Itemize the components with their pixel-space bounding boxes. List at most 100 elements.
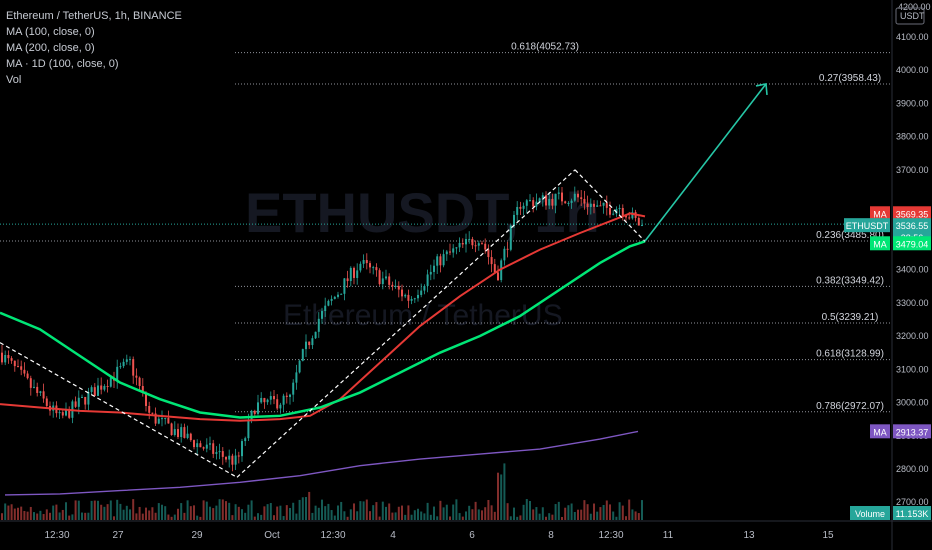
candle-body xyxy=(484,243,487,250)
candle-body xyxy=(84,396,87,405)
volume-bar xyxy=(84,512,87,520)
candle-body xyxy=(173,429,176,436)
candle-body xyxy=(36,386,39,393)
chart-legend: Ethereum / TetherUS, 1h, BINANCE MA (100… xyxy=(6,8,182,88)
candle-body xyxy=(253,410,256,414)
volume-bar xyxy=(615,516,618,520)
candle-body xyxy=(269,396,272,400)
candle-body xyxy=(481,243,483,245)
volume-bar xyxy=(378,516,381,520)
candle-body xyxy=(593,203,595,207)
candle-body xyxy=(234,455,237,465)
time-tick: 11 xyxy=(663,530,674,541)
volume-bar xyxy=(205,501,208,520)
candle-body xyxy=(167,418,170,424)
volume-bar xyxy=(273,515,275,520)
badge-ma200-tag xyxy=(870,236,890,251)
fib-level-label: 0.236(3485.80) xyxy=(816,230,884,241)
badge-ma200-value: 3479.04 xyxy=(896,239,929,249)
price-tick: 2800.00 xyxy=(896,464,929,474)
candle-body xyxy=(445,251,448,255)
candle-body xyxy=(497,272,499,281)
badge-ma-1d-value-box xyxy=(893,424,931,439)
candle-body xyxy=(519,206,522,209)
candle-body xyxy=(209,443,211,445)
volume-bar xyxy=(317,507,320,520)
candle-body xyxy=(369,263,371,268)
candle-body xyxy=(135,375,138,378)
fib-level-label: 0.618(4052.73) xyxy=(511,42,579,53)
indicator-ma-1d[interactable]: MA · 1D (100, close, 0) xyxy=(6,58,119,70)
indicator-ma200[interactable]: MA (200, close, 0) xyxy=(6,42,95,54)
volume-bar xyxy=(311,512,314,520)
candle-body xyxy=(250,410,253,421)
candle-body xyxy=(202,447,205,449)
volume-bar xyxy=(173,514,176,520)
candle-body xyxy=(183,427,186,438)
candle-body xyxy=(161,418,163,420)
candle-body xyxy=(388,276,391,285)
indicator-ma100[interactable]: MA (100, close, 0) xyxy=(6,26,95,38)
volume-bar xyxy=(621,505,624,520)
candle-body xyxy=(199,443,202,448)
candle-body xyxy=(164,418,167,420)
candle-body xyxy=(436,256,439,266)
candle-body xyxy=(474,245,477,247)
candle-body xyxy=(349,267,352,282)
candle-body xyxy=(516,206,519,215)
volume-bar xyxy=(177,508,179,520)
candle-body xyxy=(282,395,285,405)
volume-bar xyxy=(381,501,384,520)
candle-body xyxy=(311,338,314,346)
candle-body xyxy=(129,359,131,361)
volume-bar xyxy=(225,501,227,520)
volume-bar xyxy=(199,516,202,520)
candle-body xyxy=(513,214,515,226)
time-tick: 8 xyxy=(548,530,554,541)
badge-ma100: MA 3569.35 xyxy=(870,206,931,221)
candle-body xyxy=(490,257,493,265)
volume-bar xyxy=(449,516,451,520)
volume-bar xyxy=(13,508,16,520)
indicator-volume[interactable]: Vol xyxy=(6,74,22,86)
volume-bar xyxy=(97,500,99,520)
candle-body xyxy=(10,358,13,361)
volume-bar xyxy=(561,516,563,520)
volume-bar xyxy=(637,513,640,520)
candle-body xyxy=(39,391,42,393)
volume-bar xyxy=(369,511,371,520)
badge-volume-tag xyxy=(850,506,890,520)
volume-bar xyxy=(641,500,643,520)
volume-bar xyxy=(573,512,576,520)
candle-body xyxy=(26,373,29,379)
volume-bar xyxy=(516,516,519,520)
volume-bar xyxy=(340,501,343,520)
ma-1d-line xyxy=(4,430,639,496)
volume-bar xyxy=(349,509,352,520)
volume-bar xyxy=(452,504,455,520)
volume-bar xyxy=(20,506,23,520)
candle-body xyxy=(90,387,93,392)
candle-body xyxy=(477,243,480,246)
volume-bar xyxy=(461,516,464,520)
candle-body xyxy=(295,372,298,383)
volume-bar xyxy=(45,509,48,520)
volume-bar xyxy=(445,504,448,520)
badge-volume-value: 11.153K xyxy=(896,509,929,519)
badge-volume-tag-text: Volume xyxy=(855,509,885,519)
candle-body xyxy=(285,395,288,397)
volume-bar xyxy=(631,509,634,520)
candle-body xyxy=(273,396,275,400)
candle-body xyxy=(45,398,48,406)
volume-bar xyxy=(628,499,631,520)
volume-bar xyxy=(90,500,93,520)
volume-bar xyxy=(305,497,307,520)
candle-body xyxy=(529,200,531,202)
volume-bar xyxy=(93,500,96,520)
candle-body xyxy=(215,452,218,454)
badge-last-price-value: 3536.55 xyxy=(896,221,929,231)
volume-bar xyxy=(618,502,621,520)
volume-bar xyxy=(295,513,298,520)
candle-body xyxy=(583,198,586,204)
